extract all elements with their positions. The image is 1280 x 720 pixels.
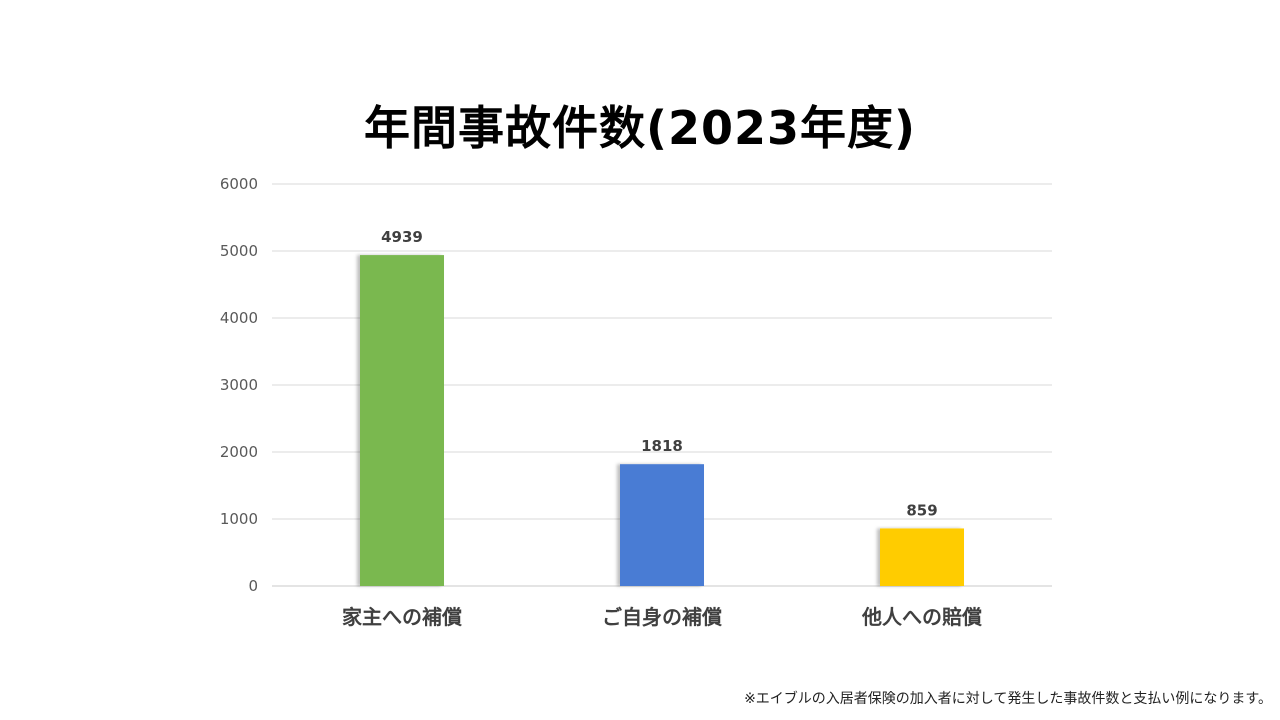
x-tick-label: 家主への補償 — [342, 605, 463, 629]
bar — [360, 255, 444, 586]
data-labels: 4939 1818 859 — [381, 228, 938, 519]
y-tick-label: 4000 — [220, 309, 258, 327]
data-label: 4939 — [381, 228, 423, 246]
y-tick-label: 5000 — [220, 242, 258, 260]
y-tick-label: 1000 — [220, 510, 258, 528]
y-tick-label: 3000 — [220, 376, 258, 394]
chart-title: 年間事故件数(2023年度) — [363, 101, 917, 155]
x-tick-label: 他人への賠償 — [861, 605, 983, 629]
y-tick-label: 6000 — [220, 175, 258, 193]
x-tick-label: ご自身の補償 — [602, 605, 723, 629]
bars — [360, 255, 964, 586]
x-axis-tick-labels: 家主への補償 ご自身の補償 他人への賠償 — [342, 605, 983, 629]
y-tick-label: 0 — [248, 577, 258, 595]
bar — [880, 528, 964, 586]
data-label: 1818 — [641, 437, 683, 455]
y-tick-label: 2000 — [220, 443, 258, 461]
data-label: 859 — [906, 501, 937, 519]
y-axis-tick-labels: 0 1000 2000 3000 4000 5000 6000 — [220, 175, 258, 595]
bar — [620, 464, 704, 586]
footnote: ※エイブルの入居者保険の加入者に対して発生した事故件数と支払い例になります。 — [744, 691, 1272, 707]
